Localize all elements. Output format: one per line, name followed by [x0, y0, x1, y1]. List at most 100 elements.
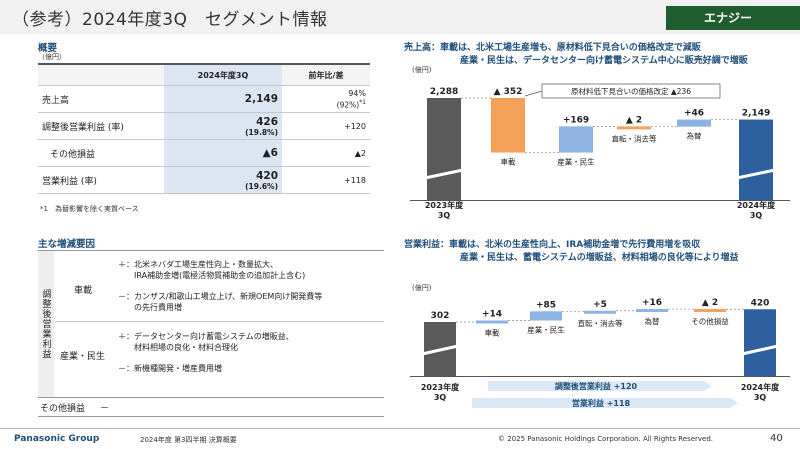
page-number: 40	[770, 433, 783, 444]
axis-break	[741, 344, 779, 356]
category-label: 2023年度	[421, 382, 460, 392]
category-label: 為替	[645, 316, 660, 326]
row-value: 2,149	[164, 85, 282, 113]
chart-bar	[617, 126, 651, 130]
footer-doc-title: 2024年度 第3四半期 決算概要	[140, 436, 237, 444]
unit-label: (億円)	[412, 65, 432, 74]
data-label: 420	[751, 298, 770, 308]
factor-line: －：カンザス/和歌山工場立上げ、新規OEM向け開発費等	[118, 292, 323, 301]
bridge-label: 営業利益 +118	[572, 398, 631, 408]
factors-other-row: その他損益 －	[38, 398, 384, 417]
category-label: 3Q	[438, 211, 451, 220]
other-value: －	[100, 404, 110, 414]
row-yoy: 94% (92%)*1	[282, 85, 370, 113]
unit-label: (億円)	[412, 283, 432, 292]
chart-bar	[427, 98, 461, 200]
category-label: 3Q	[434, 393, 447, 402]
category-label: 2024年度	[741, 382, 780, 392]
category-label: 為替	[687, 131, 702, 141]
data-label: +5	[593, 300, 607, 310]
factors-title: 主な増減要因	[38, 239, 96, 250]
factors-table: 調整後営業利益 車載 ＋：北米ネバダ工場生産性向上・数量拡大、 IRA補助金増(…	[38, 250, 384, 398]
header-bar: （参考）2024年度3Q セグメント情報 エナジー	[0, 0, 800, 34]
chart-bar	[636, 309, 668, 313]
category-label: 2024年度	[737, 200, 776, 210]
annotation-pointer	[524, 90, 543, 97]
category-label: その他損益	[691, 316, 729, 326]
chart-bar	[476, 320, 508, 324]
op-waterfall-chart: (億円)3022023年度3Q+14車載+85産業・民生+5直転・消去等+16為…	[410, 283, 790, 408]
data-label: ▲ 352	[494, 87, 523, 97]
table-row: その他損益 ▲6 ▲2	[38, 139, 370, 167]
data-label: 2,149	[742, 109, 770, 119]
factor-seg-auto: 車載	[74, 286, 93, 296]
factor-line: の先行費用増	[118, 303, 182, 312]
factors-vertical-label: 調整後営業利益	[38, 251, 54, 397]
footer-copyright: © 2025 Panasonic Holdings Corporation. A…	[498, 435, 714, 443]
bridge-arrow	[472, 398, 738, 408]
axis-break	[421, 344, 459, 356]
sales-heading-1: 売上高：車載は、北米工場生産増も、原材料低下見合いの価格改定で減販	[404, 43, 701, 53]
axis-break	[736, 168, 776, 180]
category-label: 2023年度	[425, 200, 464, 210]
axis-break	[424, 168, 464, 180]
row-label: 営業利益 (率)	[38, 166, 164, 194]
data-label: +85	[536, 300, 556, 310]
footer-divider	[0, 428, 800, 429]
overview-title: 概要	[38, 43, 58, 54]
chart-bar	[530, 311, 562, 321]
col-current: 2024年度3Q	[164, 63, 282, 86]
segment-tag: エナジー	[666, 6, 800, 30]
bridge-label: 調整後営業利益 +120	[555, 381, 638, 391]
other-label: その他損益	[40, 404, 86, 414]
bridge-arrow	[488, 381, 712, 391]
overview-footnote: *1 為替影響を除く実質ベース	[40, 205, 139, 213]
row-value: 426 (19.8%)	[164, 112, 282, 140]
data-label: +14	[482, 309, 502, 319]
divider	[56, 321, 384, 322]
page-title: （参考）2024年度3Q セグメント情報	[12, 10, 328, 30]
row-value: 420 (19.6%)	[164, 166, 282, 194]
category-label: 3Q	[754, 393, 767, 402]
chart-bar	[584, 310, 616, 314]
op-heading-2: 産業・民生は、蓄電システムの増販益、材料相場の良化等により増益	[460, 253, 739, 263]
chart-bar	[677, 119, 711, 127]
factor-line: IRA補助金増(電極活物質補助金の追加計上含む)	[118, 271, 306, 280]
overview-header-row: 2024年度3Q 前年比/差	[38, 63, 370, 86]
data-label: +46	[684, 109, 704, 119]
category-label: 直転・消去等	[578, 318, 623, 328]
category-label: 3Q	[750, 211, 763, 220]
chart-bar	[491, 98, 525, 153]
category-label: 産業・民生	[557, 157, 595, 167]
data-label: +169	[563, 115, 589, 125]
factor-line: 材料相場の良化・材料合理化	[118, 343, 238, 352]
sales-heading-2: 産業・民生は、データセンター向け蓄電システム中心に販売好調で増販	[460, 56, 748, 66]
category-label: 車載	[485, 327, 500, 337]
table-row: 売上高 2,149 94% (92%)*1	[38, 85, 370, 113]
chart-bar	[559, 126, 593, 153]
row-yoy: +120	[282, 112, 370, 140]
factor-line: －：新機種開発・増産費用増	[118, 364, 222, 373]
data-label: 302	[431, 311, 450, 321]
annotation-text: 原材料低下見合いの価格改定 ▲236	[571, 86, 691, 96]
data-label: ▲ 2	[626, 115, 642, 125]
footer-brand: Panasonic Group	[14, 434, 100, 444]
chart-bar	[694, 309, 726, 313]
data-label: +16	[642, 298, 662, 308]
row-value: ▲6	[164, 139, 282, 167]
col-yoy: 前年比/差	[282, 63, 370, 86]
chart-bar	[739, 119, 773, 200]
row-yoy: ▲2	[282, 139, 370, 167]
factor-line: ＋：北米ネバダ工場生産性向上・数量拡大、	[118, 260, 278, 269]
factor-seg-industrial: 産業・民生	[60, 352, 106, 362]
row-yoy: +118	[282, 166, 370, 194]
row-label: 売上高	[38, 85, 164, 113]
overview-table: 2024年度3Q 前年比/差 売上高 2,149 94% (92%)*1 調整後営…	[38, 63, 370, 194]
category-label: 産業・民生	[527, 324, 565, 334]
data-label: ▲ 2	[702, 298, 718, 308]
row-label: その他損益	[38, 139, 164, 167]
chart-bar	[744, 309, 776, 376]
category-label: 直転・消去等	[612, 133, 657, 143]
row-label: 調整後営業利益 (率)	[38, 112, 164, 140]
